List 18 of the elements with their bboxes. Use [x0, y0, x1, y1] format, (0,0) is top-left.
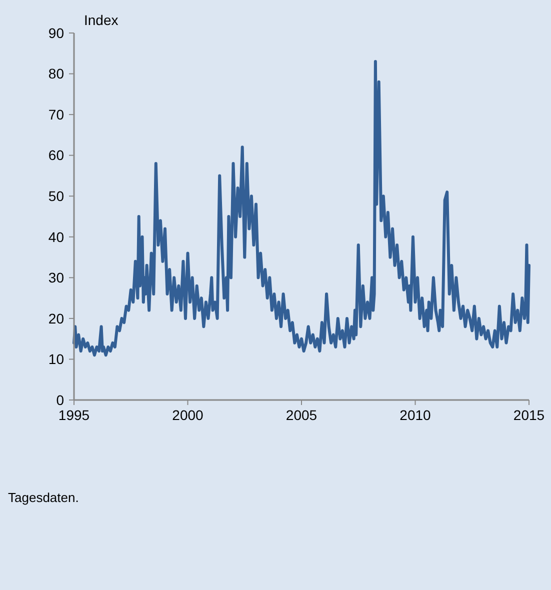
line-series — [72, 60, 530, 357]
y-tick-label: 30 — [48, 270, 64, 286]
x-tick-label: 1995 — [58, 407, 90, 423]
y-tick-label: 0 — [56, 392, 64, 408]
y-tick-label: 90 — [48, 24, 64, 41]
y-tick-label: 40 — [48, 228, 64, 245]
y-tick-label: 60 — [48, 147, 64, 164]
y-tick-label: 50 — [48, 188, 64, 204]
x-tick-label: 2015 — [513, 407, 545, 423]
x-tick-label: 2005 — [286, 407, 318, 423]
x-tick-label: 2010 — [400, 407, 432, 423]
y-tick-label: 20 — [48, 310, 64, 326]
y-tick-label: 80 — [48, 66, 64, 82]
x-tick-label: 2000 — [172, 407, 204, 423]
y-axis-title: Index — [84, 12, 118, 28]
text: Tagesdaten. — [8, 490, 79, 505]
y-tick-label: 70 — [48, 106, 64, 122]
y-tick-label: 10 — [48, 351, 64, 368]
